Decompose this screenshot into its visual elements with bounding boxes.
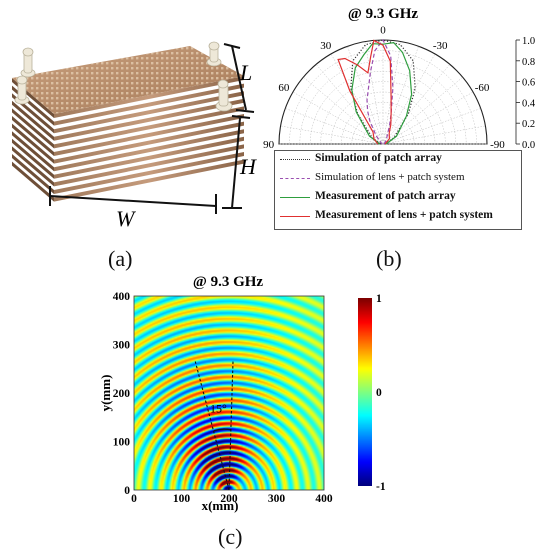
radial-tick-label: 0.2 xyxy=(522,119,535,130)
polar-spoke xyxy=(382,64,451,145)
legend-item: Simulation of patch array xyxy=(275,151,521,169)
polar-series-line xyxy=(337,39,392,145)
legend-swatch xyxy=(280,178,310,179)
dimension-arrows xyxy=(49,43,255,214)
polar-spoke xyxy=(303,76,384,145)
colorbar-tick-label: 0 xyxy=(376,387,382,399)
polar-spoke xyxy=(382,53,436,145)
radial-tick-label: 0.8 xyxy=(522,57,535,68)
radial-tick-label: 1.0 xyxy=(522,36,535,47)
polar-series-line xyxy=(351,41,413,145)
x-tick-label: 400 xyxy=(315,493,333,505)
angle-tick-label: -60 xyxy=(475,82,490,94)
polar-spoke xyxy=(347,46,384,145)
heatmap-ticks: 0 100 200 300 400 0 100 200 300 400 xyxy=(113,291,333,505)
polar-spoke xyxy=(292,91,384,145)
legend-label: Simulation of patch array xyxy=(315,152,442,164)
polar-spoke xyxy=(382,46,419,145)
legend-swatch xyxy=(280,216,310,217)
legend-item: Measurement of patch array xyxy=(275,189,521,207)
polar-spoke xyxy=(285,108,384,145)
radial-tick-label: 0.0 xyxy=(522,140,535,150)
polar-ticks: 0 30 -30 60 -60 90 -90 0.0 0.2 0.4 0.6 0.8 1.0 xyxy=(263,25,536,150)
polar-spoke xyxy=(382,108,481,145)
angle-tick-label: 0 xyxy=(380,25,386,37)
angle-tick-label: 30 xyxy=(320,40,332,52)
field-heatmap-chart: @ 9.3 GHz 0 100 200 300 400 0 100 200 300 400 15°… xyxy=(98,274,386,513)
angle-annotation: 15° xyxy=(210,401,227,415)
angle-tick-label: 90 xyxy=(263,139,275,150)
legend-item: Simulation of lens + patch system xyxy=(275,170,521,188)
legend-item: Measurement of lens + patch system xyxy=(275,208,521,226)
heatmap-ylabel: y(mm) xyxy=(98,375,113,412)
heatmap-title: @ 9.3 GHz xyxy=(193,274,264,290)
angle-tick-label: -30 xyxy=(433,40,448,52)
field-heatmap-image xyxy=(134,296,324,490)
colorbar-ticks: 1 0 -1 xyxy=(376,293,386,493)
y-tick-label: 0 xyxy=(124,485,130,497)
colorbar-tick-label: 1 xyxy=(376,293,382,305)
polar-ring xyxy=(320,81,446,145)
angle-tick-label: -90 xyxy=(490,139,505,150)
polar-spoke xyxy=(280,125,384,145)
x-tick-label: 0 xyxy=(131,493,137,505)
broadside-line xyxy=(228,361,234,491)
x-tick-label: 200 xyxy=(220,493,238,505)
polar-chart: @ 9.3 GHz 0 30 -30 60 -60 90 -90 0.0 0.2 0.4 0.6 0.… xyxy=(263,6,536,150)
polar-spoke xyxy=(382,91,474,145)
polar-ring xyxy=(289,50,477,145)
lens-photo: L H W xyxy=(12,41,257,231)
stacked-plates xyxy=(12,41,244,202)
x-tick-label: 300 xyxy=(268,493,286,505)
polar-spoke xyxy=(364,41,384,145)
panel-label-a: (a) xyxy=(108,246,133,271)
polar-spoke xyxy=(330,53,384,145)
colorbar-tick-label: -1 xyxy=(376,481,386,493)
polar-ring xyxy=(341,102,425,145)
legend-label: Measurement of patch array xyxy=(315,190,456,202)
polar-series xyxy=(337,38,416,145)
colorbar-image xyxy=(358,298,372,486)
dim-label-L: L xyxy=(239,60,252,85)
radial-tick-label: 0.6 xyxy=(522,78,535,89)
legend-swatch xyxy=(280,197,310,198)
polar-legend: Simulation of patch array Simulation of … xyxy=(274,150,522,230)
dim-label-W: W xyxy=(116,206,136,231)
angle-arc xyxy=(213,428,232,432)
polar-series-line xyxy=(366,38,394,145)
y-tick-label: 200 xyxy=(113,388,131,400)
heatmap-xlabel: x(mm) xyxy=(202,498,239,513)
polar-spoke xyxy=(315,64,384,145)
panel-label-b: (b) xyxy=(376,246,402,271)
legend-label: Measurement of lens + patch system xyxy=(315,209,493,221)
legend-label: Simulation of lens + patch system xyxy=(315,171,465,183)
x-tick-label: 100 xyxy=(173,493,191,505)
polar-ring xyxy=(299,60,467,145)
angle-tick-label: 60 xyxy=(278,82,290,94)
legend-swatch xyxy=(280,159,310,160)
y-tick-label: 100 xyxy=(113,437,131,449)
radial-tick-label: 0.4 xyxy=(522,98,536,109)
polar-spoke xyxy=(382,76,463,145)
y-tick-label: 400 xyxy=(113,291,131,303)
dim-label-H: H xyxy=(239,154,257,179)
polar-title: @ 9.3 GHz xyxy=(348,6,419,22)
polar-spoke xyxy=(382,125,486,145)
polar-grid xyxy=(278,39,488,145)
beam-angle-lines: 15° xyxy=(194,361,234,491)
y-tick-label: 300 xyxy=(113,340,131,352)
panel-label-c: (c) xyxy=(218,524,243,549)
